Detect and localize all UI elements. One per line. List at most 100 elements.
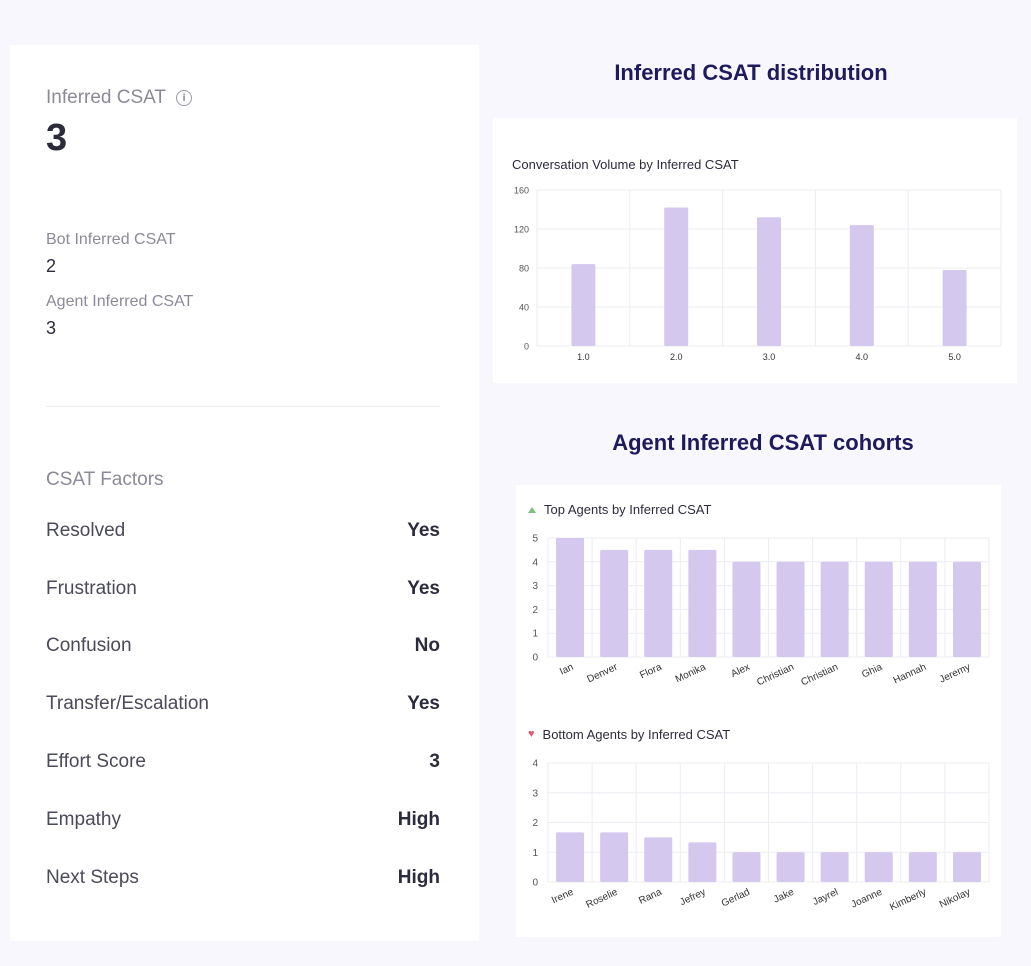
bot-csat-label: Bot Inferred CSAT	[46, 231, 176, 248]
bar	[952, 852, 981, 882]
divider	[46, 406, 440, 407]
bar	[664, 207, 689, 346]
factor-row-frustration: Frustration Yes	[46, 578, 440, 600]
factor-name: Transfer/Escalation	[46, 693, 209, 714]
factor-row-resolved: Resolved Yes	[46, 520, 440, 542]
y-tick-label: 160	[514, 186, 529, 196]
csat-summary-panel: Inferred CSAT i 3 Bot Inferred CSAT 2 Ag…	[10, 45, 479, 941]
bar	[600, 832, 629, 882]
cohorts-chart-card: Top Agents by Inferred CSAT ♥ Bottom Age…	[516, 485, 1001, 937]
y-tick-label: 4	[532, 557, 538, 568]
y-tick-label: 40	[519, 303, 529, 313]
distribution-section-title: Inferred CSAT distribution	[614, 60, 888, 85]
y-tick-label: 4	[532, 759, 538, 770]
x-tick-label: Joanne	[850, 887, 885, 911]
x-tick-label: Nikolay	[938, 887, 972, 911]
factor-value: Yes	[407, 693, 440, 714]
bar	[942, 269, 967, 346]
factor-name: Resolved	[46, 520, 126, 541]
factor-name: Confusion	[46, 635, 132, 656]
x-tick-label: Ghia	[860, 662, 884, 681]
inferred-csat-heading: Inferred CSAT i	[46, 87, 193, 109]
x-tick-label: Roselie	[585, 887, 620, 911]
inferred-csat-value: 3	[46, 117, 68, 159]
cohorts-section-title: Agent Inferred CSAT cohorts	[612, 430, 914, 455]
heart-icon: ♥	[528, 728, 535, 740]
factor-row-next-steps: Next Steps High	[46, 867, 440, 889]
x-tick-label: 3.0	[763, 352, 776, 362]
bar	[644, 549, 673, 657]
y-tick-label: 0	[532, 653, 538, 664]
factor-row-confusion: Confusion No	[46, 635, 440, 657]
bot-csat-value: 2	[46, 256, 57, 276]
bar	[864, 561, 893, 657]
bar	[908, 561, 937, 657]
distribution-chart-card: Conversation Volume by Inferred CSAT 0 40…	[493, 118, 1017, 383]
x-tick-label: 5.0	[948, 352, 961, 362]
agent-csat-label: Agent Inferred CSAT	[46, 293, 194, 310]
factor-name: Effort Score	[46, 751, 146, 772]
x-tick-label: 4.0	[856, 352, 869, 362]
bar	[849, 225, 874, 346]
chart-title: Top Agents by Inferred CSAT	[544, 502, 712, 517]
inferred-csat-label: Inferred CSAT	[46, 87, 167, 108]
bar	[732, 561, 761, 657]
factor-value: High	[397, 867, 440, 888]
x-tick-label: Denver	[586, 661, 620, 685]
x-tick-label: 1.0	[577, 352, 590, 362]
bar	[644, 837, 673, 882]
x-tick-label: Kimberly	[888, 887, 928, 913]
x-tick-label: Jeremy	[938, 662, 972, 686]
info-icon[interactable]: i	[176, 90, 193, 106]
y-tick-label: 3	[532, 788, 538, 799]
factor-row-transfer-escalation: Transfer/Escalation Yes	[46, 693, 440, 715]
bar	[864, 852, 893, 882]
x-tick-label: Alex	[729, 662, 751, 680]
bottom-agents-bar-chart: 0 1 2 3 4 Irene Roselie Rana Jefrey Gerlad Jake Jay…	[532, 759, 990, 913]
x-tick-label: Christian	[755, 662, 795, 689]
factor-name: Next Steps	[46, 867, 139, 888]
y-tick-label: 0	[532, 878, 538, 889]
x-tick-label: Flora	[638, 662, 664, 682]
y-tick-label: 120	[514, 225, 529, 235]
bar	[757, 217, 781, 346]
agent-csat-value: 3	[46, 318, 57, 338]
bar	[688, 549, 717, 657]
y-tick-label: 5	[532, 534, 538, 545]
factor-value: 3	[429, 751, 440, 772]
bar	[571, 264, 596, 346]
bar	[556, 832, 585, 882]
y-tick-label: 0	[524, 342, 529, 352]
x-tick-label: Jake	[772, 887, 796, 906]
csat-factors-title: CSAT Factors	[46, 469, 164, 490]
y-tick-label: 3	[532, 581, 538, 592]
top-agents-title: Top Agents by Inferred CSAT	[528, 502, 711, 517]
y-tick-label: 1	[532, 848, 538, 859]
bar	[776, 852, 805, 882]
factor-name: Empathy	[46, 809, 121, 830]
chart-title: Conversation Volume by Inferred CSAT	[512, 157, 739, 172]
y-tick-label: 80	[519, 264, 529, 274]
chart-title: Bottom Agents by Inferred CSAT	[542, 727, 731, 742]
bottom-agents-title: ♥ Bottom Agents by Inferred CSAT	[528, 727, 730, 742]
x-tick-label: Irene	[550, 887, 576, 907]
bar	[820, 561, 849, 657]
bar	[556, 538, 585, 657]
bar	[732, 852, 761, 882]
x-tick-label: Jayrel	[811, 887, 840, 908]
factor-value: Yes	[407, 578, 440, 599]
x-tick-label: Hannah	[892, 662, 928, 687]
bar	[820, 852, 849, 882]
distribution-bar-chart: 0 40 80 120 160 1.0 2.0 3.0 4.0 5.0	[514, 186, 1002, 362]
factor-value: Yes	[407, 520, 440, 541]
y-tick-label: 2	[532, 818, 538, 829]
triangle-up-icon	[528, 506, 536, 513]
factor-value: High	[397, 809, 440, 830]
y-tick-label: 2	[532, 605, 538, 616]
x-tick-label: Gerlad	[720, 887, 752, 910]
factor-row-effort-score: Effort Score 3	[46, 751, 440, 773]
x-tick-label: Monika	[674, 662, 708, 686]
factor-row-empathy: Empathy High	[46, 809, 440, 831]
y-tick-label: 1	[532, 629, 538, 640]
